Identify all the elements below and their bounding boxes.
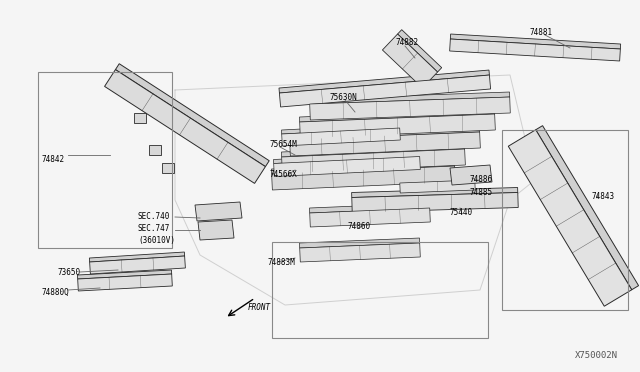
Polygon shape [282, 144, 465, 157]
Polygon shape [77, 270, 172, 279]
Text: 75630N: 75630N [330, 93, 358, 102]
Polygon shape [149, 145, 161, 155]
Polygon shape [282, 124, 400, 134]
Polygon shape [300, 109, 495, 122]
Polygon shape [273, 153, 420, 164]
Polygon shape [300, 243, 420, 262]
Text: 74880Q: 74880Q [42, 288, 70, 297]
Polygon shape [77, 274, 172, 291]
Text: 73650: 73650 [58, 268, 81, 277]
Polygon shape [274, 157, 420, 176]
Text: 74885: 74885 [470, 188, 493, 197]
Polygon shape [400, 180, 475, 193]
Polygon shape [310, 92, 509, 104]
Polygon shape [271, 161, 454, 174]
Polygon shape [280, 75, 491, 107]
Text: FRONT: FRONT [248, 304, 271, 312]
Polygon shape [508, 130, 632, 306]
Polygon shape [290, 132, 481, 156]
Polygon shape [450, 165, 492, 185]
Text: X750002N: X750002N [575, 351, 618, 360]
Text: 74886: 74886 [470, 175, 493, 184]
Text: 74881: 74881 [530, 28, 553, 37]
Bar [502, 130, 628, 310]
Polygon shape [451, 34, 621, 49]
Polygon shape [352, 192, 518, 212]
Text: SEC.747: SEC.747 [138, 224, 170, 233]
Polygon shape [134, 113, 146, 123]
Polygon shape [115, 64, 269, 167]
Text: 74843: 74843 [592, 192, 615, 201]
Polygon shape [279, 70, 490, 93]
Polygon shape [450, 39, 620, 61]
Text: 74882: 74882 [395, 38, 418, 47]
Text: SEC.740: SEC.740 [138, 212, 170, 221]
Polygon shape [282, 128, 400, 146]
Text: 74883M: 74883M [268, 258, 296, 267]
Text: 74842: 74842 [42, 155, 65, 164]
Polygon shape [289, 127, 479, 140]
Text: (36010V): (36010V) [138, 236, 175, 245]
Polygon shape [400, 177, 475, 183]
Polygon shape [300, 114, 495, 138]
Text: 75440: 75440 [450, 208, 473, 217]
Polygon shape [383, 34, 438, 88]
Bar [38, 72, 172, 248]
Polygon shape [310, 203, 429, 213]
Polygon shape [282, 149, 465, 173]
Polygon shape [198, 220, 234, 240]
Polygon shape [310, 97, 510, 120]
Polygon shape [104, 70, 266, 183]
Polygon shape [351, 187, 518, 198]
Bar [272, 242, 488, 338]
Polygon shape [195, 202, 242, 221]
Text: 75654M: 75654M [270, 140, 298, 149]
Polygon shape [271, 166, 455, 190]
Polygon shape [90, 252, 184, 262]
Polygon shape [90, 256, 186, 274]
Text: 74566X: 74566X [270, 170, 298, 179]
Polygon shape [536, 126, 639, 290]
Polygon shape [300, 238, 420, 248]
Polygon shape [162, 163, 174, 173]
Polygon shape [310, 208, 430, 227]
Text: 74860: 74860 [348, 222, 371, 231]
Polygon shape [397, 30, 442, 72]
